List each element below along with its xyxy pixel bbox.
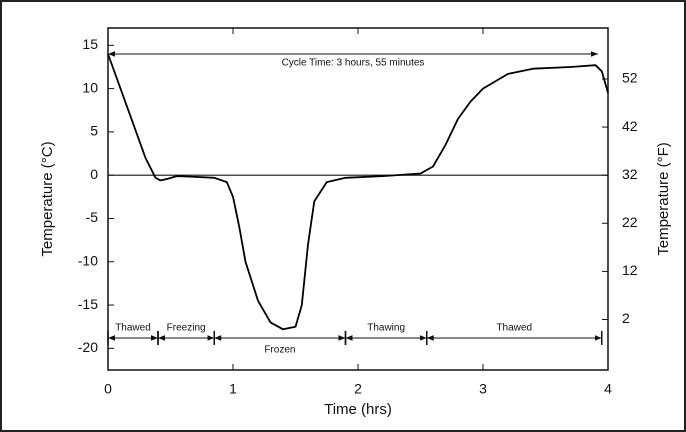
x-tick-label: 0 <box>104 381 112 397</box>
x-tick-label: 3 <box>479 381 487 397</box>
x-tick-label: 1 <box>229 381 237 397</box>
temperature-line <box>107 53 609 331</box>
phase-label: Thawing <box>367 323 405 334</box>
phase-label: Thawed <box>496 323 532 334</box>
phase-label: Thawed <box>115 323 151 334</box>
x-tick-label: 4 <box>604 381 612 397</box>
phase-label: Freezing <box>167 323 206 334</box>
phase-label: Frozen <box>264 345 295 356</box>
y-tick-label: 0 <box>90 166 98 182</box>
y2-tick-label: 12 <box>622 262 638 278</box>
y-tick-label: 15 <box>82 36 98 52</box>
y-tick-label: -10 <box>78 252 98 268</box>
plot-frame <box>107 27 609 371</box>
y-axis-label: Temperature (°C) <box>39 141 56 256</box>
x-axis-label: Time (hrs) <box>324 401 392 418</box>
y2-tick-label: 52 <box>622 70 638 86</box>
y-tick-label: -20 <box>78 339 98 355</box>
y2-tick-label: 32 <box>622 166 638 182</box>
y2-axis-label: Temperature (°F) <box>655 142 672 256</box>
y-tick-label: 10 <box>82 79 98 95</box>
x-tick-label: 2 <box>354 381 362 397</box>
cycle-label: Cycle Time: 3 hours, 55 minutes <box>282 58 425 69</box>
y2-tick-label: 42 <box>622 118 638 134</box>
y-tick-label: 5 <box>90 123 98 139</box>
y2-tick-label: 2 <box>622 310 630 326</box>
y2-tick-label: 22 <box>622 214 638 230</box>
y-tick-label: -15 <box>78 296 98 312</box>
y-tick-label: -5 <box>86 209 99 225</box>
